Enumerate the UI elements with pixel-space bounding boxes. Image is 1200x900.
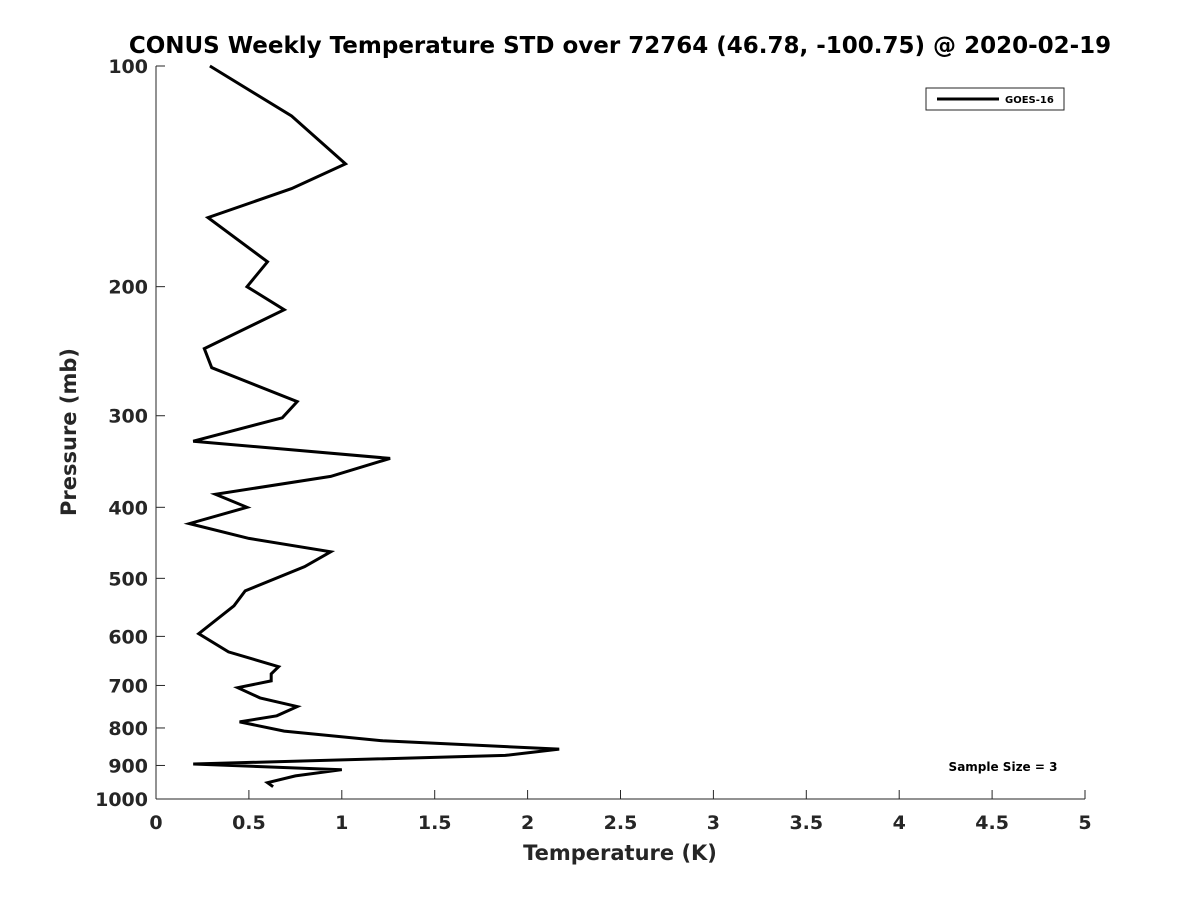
y-tick-label: 200 — [108, 277, 148, 299]
y-axis-title: Pressure (mb) — [57, 348, 81, 516]
y-tick-label: 500 — [108, 568, 148, 590]
legend-label: GOES-16 — [1005, 95, 1054, 106]
x-tick-label: 2.5 — [604, 812, 638, 834]
x-tick-label: 0.5 — [232, 812, 266, 834]
series-layer — [183, 64, 560, 788]
y-tick-label: 400 — [108, 497, 148, 519]
legend: GOES-16 — [925, 87, 1065, 111]
y-tick-label: 700 — [108, 675, 148, 697]
x-tick-label: 2 — [521, 812, 534, 834]
y-tick-label: 100 — [108, 56, 148, 78]
series-line-goes-16 — [183, 64, 560, 788]
sample-size-annotation: Sample Size = 3 — [949, 760, 1058, 774]
x-tick-label: 4.5 — [975, 812, 1009, 834]
y-tick-label: 300 — [108, 406, 148, 428]
x-tick-label: 0 — [149, 812, 162, 834]
y-tick-label: 900 — [108, 755, 148, 777]
x-tick-label: 3 — [707, 812, 720, 834]
axes — [155, 66, 1085, 800]
y-ticks: 100 200 300 400 500 600 700 800 900 1000 — [95, 56, 165, 811]
chart-title: CONUS Weekly Temperature STD over 72764 … — [129, 33, 1111, 59]
x-tick-label: 4 — [893, 812, 906, 834]
y-tick-label: 1000 — [95, 789, 148, 811]
x-tick-label: 1.5 — [418, 812, 452, 834]
x-ticks: 0 0.5 1 1.5 2 2.5 3 3.5 4 4.5 5 — [149, 790, 1092, 834]
x-tick-label: 5 — [1078, 812, 1091, 834]
x-axis-title: Temperature (K) — [523, 841, 717, 865]
y-tick-label: 600 — [108, 626, 148, 648]
x-tick-label: 1 — [335, 812, 348, 834]
y-tick-label: 800 — [108, 718, 148, 740]
x-tick-label: 3.5 — [789, 812, 823, 834]
